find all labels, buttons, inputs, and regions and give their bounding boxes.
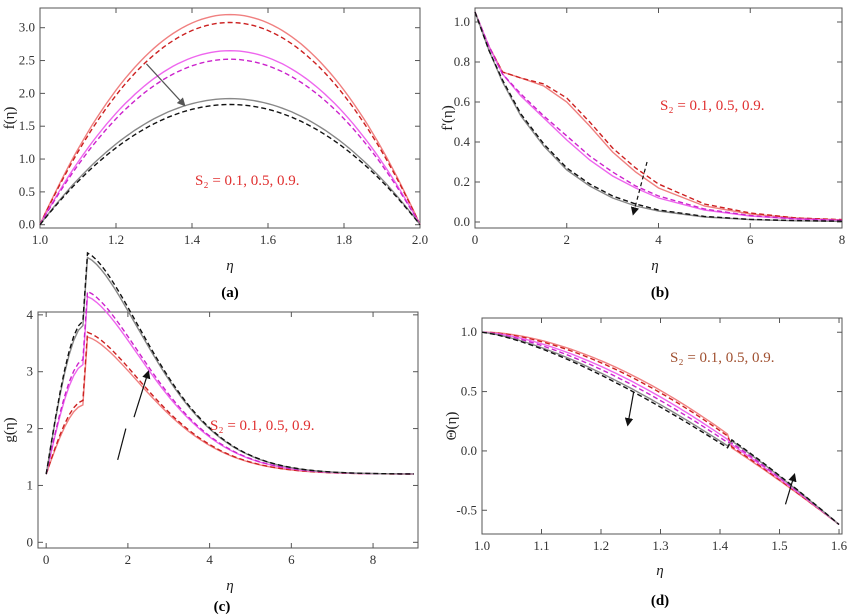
series-line <box>474 11 843 221</box>
y-tick-label: 2.5 <box>19 53 35 68</box>
x-axis-label: η <box>656 563 663 579</box>
series-line <box>39 49 421 226</box>
x-tick-label: 1.5 <box>771 538 787 553</box>
y-tick-label: 1.0 <box>454 14 470 29</box>
series-line <box>481 331 840 526</box>
x-tick-label: 0 <box>43 552 50 567</box>
y-tick-label: 1 <box>27 477 34 492</box>
y-tick-label: 0.0 <box>461 443 477 458</box>
series-line <box>474 11 843 223</box>
x-tick-label: 1.6 <box>831 538 848 553</box>
series-line <box>481 331 840 526</box>
trend-arrow <box>624 391 635 427</box>
panel-b: 0 2 4 6 8 0.0 0.2 0.4 0.6 0.8 1.0 S₂ = 0.1, 0.5, 0.… <box>440 7 846 301</box>
x-axis-label: η <box>226 258 233 274</box>
y-tick-label: 0.6 <box>454 94 471 109</box>
series-line <box>481 331 840 526</box>
series-line <box>474 11 843 222</box>
x-tick-label: 1.0 <box>474 538 490 553</box>
y-tick-label: 0 <box>27 534 34 549</box>
plot-frame <box>39 7 421 229</box>
x-tick-label: 6 <box>747 232 754 247</box>
x-tick-label: 1.2 <box>108 232 124 247</box>
y-tick-label: 0.0 <box>454 214 470 229</box>
x-tick-label: 1.0 <box>32 232 48 247</box>
trend-arrow <box>117 428 127 461</box>
y-tick-label: 2.0 <box>19 85 35 100</box>
parameter-annotation: S₂ = 0.1, 0.5, 0.9. <box>660 98 765 114</box>
y-tick-label: 4 <box>27 307 34 322</box>
x-tick-label: 2.0 <box>412 232 428 247</box>
series-line <box>39 58 421 226</box>
panel-caption: (b) <box>651 285 669 301</box>
y-tick-label: 2 <box>27 421 34 436</box>
y-tick-label: 0.2 <box>454 174 470 189</box>
y-tick-label: 1.0 <box>19 151 35 166</box>
y-tick-label: 3 <box>27 364 34 379</box>
y-tick-label: 1.5 <box>19 118 35 133</box>
y-tick-label: 0.4 <box>454 134 471 149</box>
plot-frame <box>37 311 419 549</box>
panel-a: 1.0 1.2 1.4 1.6 1.8 2.0 0.0 0.5 1.0 1.5 2.0 2.5 3.0 S… <box>2 7 428 301</box>
y-tick-label: 0.0 <box>19 217 35 232</box>
series-line <box>481 331 840 526</box>
series-line <box>39 97 421 226</box>
x-tick-label: 2 <box>125 552 132 567</box>
x-tick-label: 1.6 <box>260 232 277 247</box>
x-tick-label: 6 <box>288 552 295 567</box>
series-line <box>482 331 840 526</box>
panel-c: 0 2 4 6 8 0 1 2 3 4 S₂ = 0.1, 0.5, 0.9. η g(η) (c) <box>2 251 419 615</box>
x-tick-label: 4 <box>655 232 662 247</box>
y-tick-label: 0.5 <box>461 384 477 399</box>
x-tick-label: 1.4 <box>712 538 729 553</box>
x-tick-label: 2 <box>564 232 571 247</box>
x-axis-label: η <box>651 258 658 274</box>
y-tick-label: 0.8 <box>454 54 470 69</box>
series-line <box>481 331 840 526</box>
series-line <box>474 11 843 222</box>
plot-frame <box>474 7 843 229</box>
parameter-annotation: S₂ = 0.1, 0.5, 0.9. <box>195 173 300 189</box>
series-line <box>474 11 843 221</box>
x-tick-label: 1.1 <box>533 538 549 553</box>
x-tick-label: 1.3 <box>652 538 668 553</box>
x-tick-label: 1.2 <box>593 538 609 553</box>
series-line <box>39 13 421 225</box>
y-tick-label: 3.0 <box>19 20 35 35</box>
panel-caption: (a) <box>221 285 239 301</box>
panel-d: 1.0 1.1 1.2 1.3 1.4 1.5 1.6 -0.5 0.0 0.5 1.0 S₂ = 0… <box>444 317 848 609</box>
series-line <box>45 290 414 475</box>
trend-arrow <box>784 473 797 505</box>
x-axis-label: η <box>226 578 233 594</box>
plot-frame <box>481 317 843 535</box>
series-line <box>45 335 414 475</box>
series-line <box>39 21 421 225</box>
panel-caption: (d) <box>651 593 669 609</box>
panel-caption: (c) <box>214 599 231 615</box>
x-tick-label: 1.8 <box>336 232 352 247</box>
y-axis-label: f(η) <box>2 107 18 130</box>
trend-arrow <box>630 161 648 216</box>
x-tick-label: 8 <box>839 232 846 247</box>
series-line <box>39 103 421 226</box>
series-line <box>45 331 414 475</box>
y-axis-label: Θ(η) <box>444 412 460 441</box>
series-line <box>474 11 843 221</box>
x-tick-label: 4 <box>206 552 213 567</box>
y-axis-label: g(η) <box>2 417 18 442</box>
series-line <box>45 251 414 475</box>
trend-arrow <box>145 63 186 107</box>
series-line <box>45 295 414 475</box>
y-axis-label: f'(η) <box>440 105 456 131</box>
y-tick-label: -0.5 <box>456 502 477 517</box>
x-tick-label: 0 <box>472 232 479 247</box>
parameter-annotation: S₂ = 0.1, 0.5, 0.9. <box>210 418 315 434</box>
x-tick-label: 8 <box>370 552 377 567</box>
trend-arrow <box>133 370 151 418</box>
y-tick-label: 1.0 <box>461 324 477 339</box>
parameter-annotation: S₂ = 0.1, 0.5, 0.9. <box>670 350 775 366</box>
x-tick-label: 1.4 <box>184 232 201 247</box>
y-tick-label: 0.5 <box>19 184 35 199</box>
